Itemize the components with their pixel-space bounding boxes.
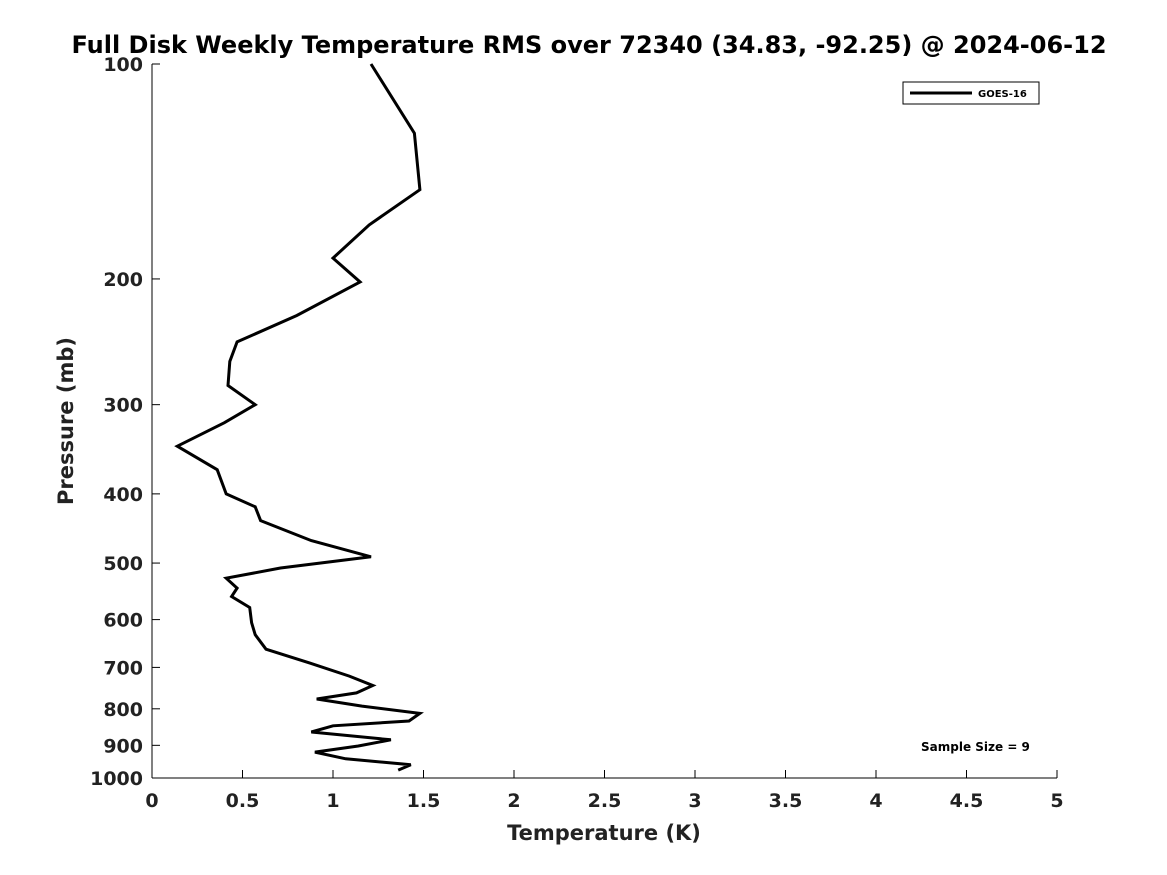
y-tick-label: 100 — [103, 54, 143, 76]
x-tick-label: 2.5 — [588, 790, 622, 812]
chart-title: Full Disk Weekly Temperature RMS over 72… — [71, 31, 1106, 59]
y-tick-label: 800 — [103, 699, 143, 721]
x-tick-label: 3 — [688, 790, 701, 812]
x-tick-label: 0 — [145, 790, 158, 812]
x-tick-label: 1.5 — [407, 790, 441, 812]
legend-label-goes-16: GOES-16 — [978, 89, 1027, 100]
x-tick-label: 4 — [869, 790, 882, 812]
sample-size-annotation: Sample Size = 9 — [921, 740, 1030, 754]
x-tick-label: 0.5 — [226, 790, 260, 812]
y-ticks: 100 200 300 400 500 600 700 800 900 1000 — [90, 54, 160, 790]
x-tick-label: 4.5 — [950, 790, 984, 812]
x-tick-label: 2 — [507, 790, 520, 812]
y-tick-label: 500 — [103, 553, 143, 575]
x-tick-label: 1 — [326, 790, 339, 812]
plot-area: 0 0.5 1 1.5 2 2.5 3 3.5 4 4.5 5 100 200 300 400 500 600… — [90, 54, 1064, 812]
y-axis-label: Pressure (mb) — [54, 337, 78, 505]
series-line-goes-16 — [174, 63, 424, 772]
y-tick-label: 300 — [103, 395, 143, 417]
x-ticks: 0 0.5 1 1.5 2 2.5 3 3.5 4 4.5 5 — [145, 770, 1064, 812]
y-tick-label: 200 — [103, 269, 143, 291]
x-tick-label: 5 — [1050, 790, 1063, 812]
x-axis-label: Temperature (K) — [507, 821, 701, 845]
y-tick-label: 1000 — [90, 768, 143, 790]
y-tick-label: 700 — [103, 657, 143, 679]
legend: GOES-16 — [902, 81, 1040, 105]
series-group — [174, 63, 424, 772]
y-tick-label: 400 — [103, 484, 143, 506]
y-tick-label: 600 — [103, 610, 143, 632]
y-tick-label: 900 — [103, 735, 143, 757]
x-tick-label: 3.5 — [769, 790, 803, 812]
